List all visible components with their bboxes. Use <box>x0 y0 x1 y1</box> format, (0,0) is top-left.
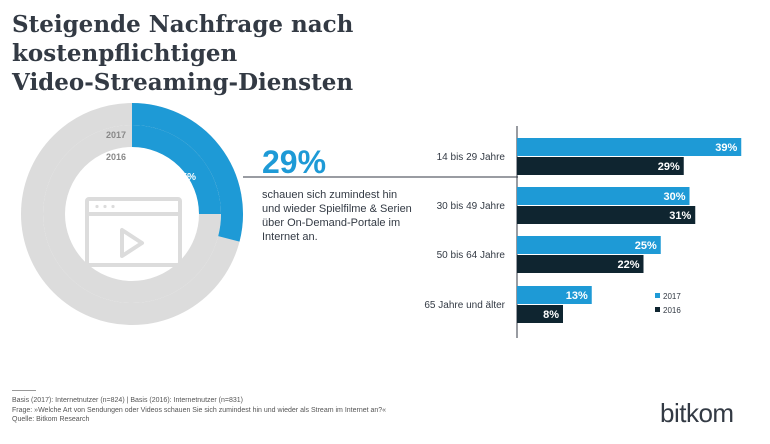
category-label: 65 Jahre und älter <box>424 300 505 311</box>
bar-2016 <box>517 206 696 224</box>
bar-value-label-2016: 22% <box>617 259 639 271</box>
category-label: 50 bis 64 Jahre <box>437 250 506 261</box>
bar-chart: 14 bis 29 Jahre 39% 29% 30 bis 49 Jahre 30% 3… <box>424 138 742 323</box>
legend-swatch-2017 <box>655 293 660 298</box>
highlight-percentage: 29% <box>262 144 327 180</box>
bar-value-label-2017: 39% <box>715 142 737 154</box>
bitkom-logo: bitkom <box>660 398 734 428</box>
bar-value-label-2016: 8% <box>543 309 559 321</box>
bar-value-label-2017: 30% <box>663 191 685 203</box>
chart-title: Steigende Nachfrage nach kostenpflichtig… <box>12 10 572 97</box>
bar-2016 <box>517 255 644 273</box>
donut-year-label-2016: 2016 <box>106 152 126 162</box>
category-label: 30 bis 49 Jahre <box>437 201 506 212</box>
bar-value-label-2017: 25% <box>635 240 657 252</box>
bar-2017 <box>517 236 661 254</box>
footnote-question: Frage: »Welche Art von Sendungen oder Vi… <box>12 406 387 414</box>
legend: 2017 2016 <box>655 292 681 315</box>
callout-text: schauen sich zumindest hin und wieder Sp… <box>262 189 412 243</box>
footnote-source: Quelle: Bitkom Research <box>12 416 90 423</box>
footnote: Basis (2017): Internetnutzer (n=824) | B… <box>12 396 612 425</box>
donut-chart: 2017 2016 25% <box>21 103 243 325</box>
donut-slice-2017 <box>131 103 243 242</box>
category-label: 14 bis 29 Jahre <box>437 152 506 163</box>
footnote-basis: Basis (2017): Internetnutzer (n=824) | B… <box>12 397 243 404</box>
bar-value-label-2017: 13% <box>566 290 588 302</box>
footnote-divider <box>12 390 36 391</box>
bar-2017 <box>517 286 592 304</box>
bar-2016 <box>517 157 684 175</box>
legend-label-2016: 2016 <box>663 306 681 315</box>
legend-label-2017: 2017 <box>663 292 681 301</box>
bar-value-label-2016: 31% <box>669 210 691 222</box>
legend-swatch-2016 <box>655 307 660 312</box>
donut-value-label-2016: 25% <box>176 172 196 183</box>
title-line-1: Steigende Nachfrage nach kostenpflichtig… <box>12 11 354 67</box>
bar-2016 <box>517 305 563 323</box>
bar-2017 <box>517 138 742 156</box>
donut-slice-2016 <box>131 125 221 215</box>
donut-year-label-2017: 2017 <box>106 130 126 140</box>
bar-value-label-2016: 29% <box>658 161 680 173</box>
bar-2017 <box>517 187 690 205</box>
title-line-2: Video-Streaming-Diensten <box>12 69 354 96</box>
video-player-icon <box>85 197 182 267</box>
